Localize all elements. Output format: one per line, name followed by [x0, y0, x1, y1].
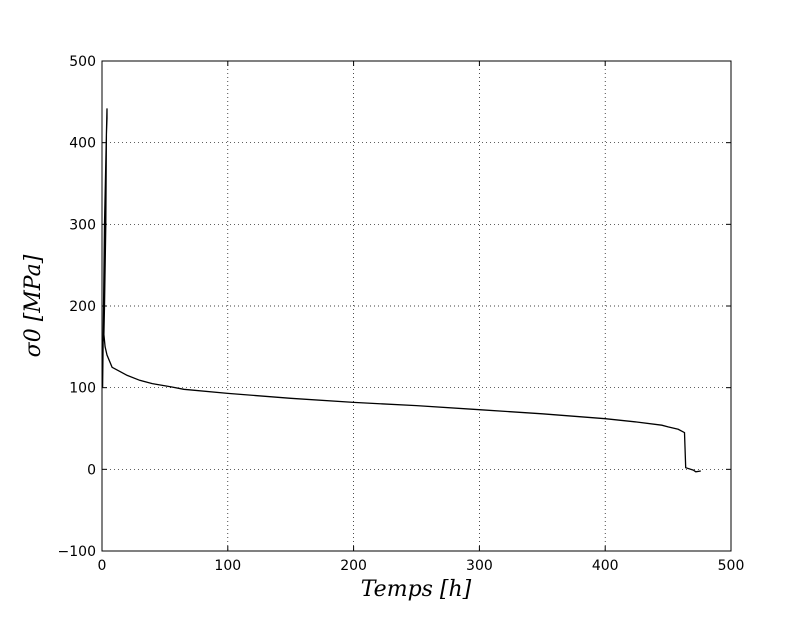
x-tick-label: 400 — [592, 558, 619, 574]
y-tick-label: 0 — [87, 462, 96, 478]
x-tick-label: 200 — [340, 558, 367, 574]
y-tick-label: 300 — [69, 217, 96, 233]
grid — [101, 60, 732, 552]
x-tick-label: 300 — [466, 558, 493, 574]
y-tick-label: 500 — [69, 54, 96, 70]
y-axis-label: σ0 [MPa] — [21, 254, 46, 357]
x-tick-label: 100 — [214, 558, 241, 574]
series-line — [101, 108, 701, 473]
x-axis-label: Temps [h] — [361, 577, 472, 602]
plot-frame — [101, 60, 732, 552]
y-tick-label: −100 — [58, 544, 96, 560]
x-tick-label: 500 — [718, 558, 745, 574]
y-tick-label: 200 — [69, 299, 96, 315]
x-tick-label: 0 — [98, 558, 107, 574]
y-tick-label: 400 — [69, 136, 96, 152]
y-tick-label: 100 — [69, 381, 96, 397]
